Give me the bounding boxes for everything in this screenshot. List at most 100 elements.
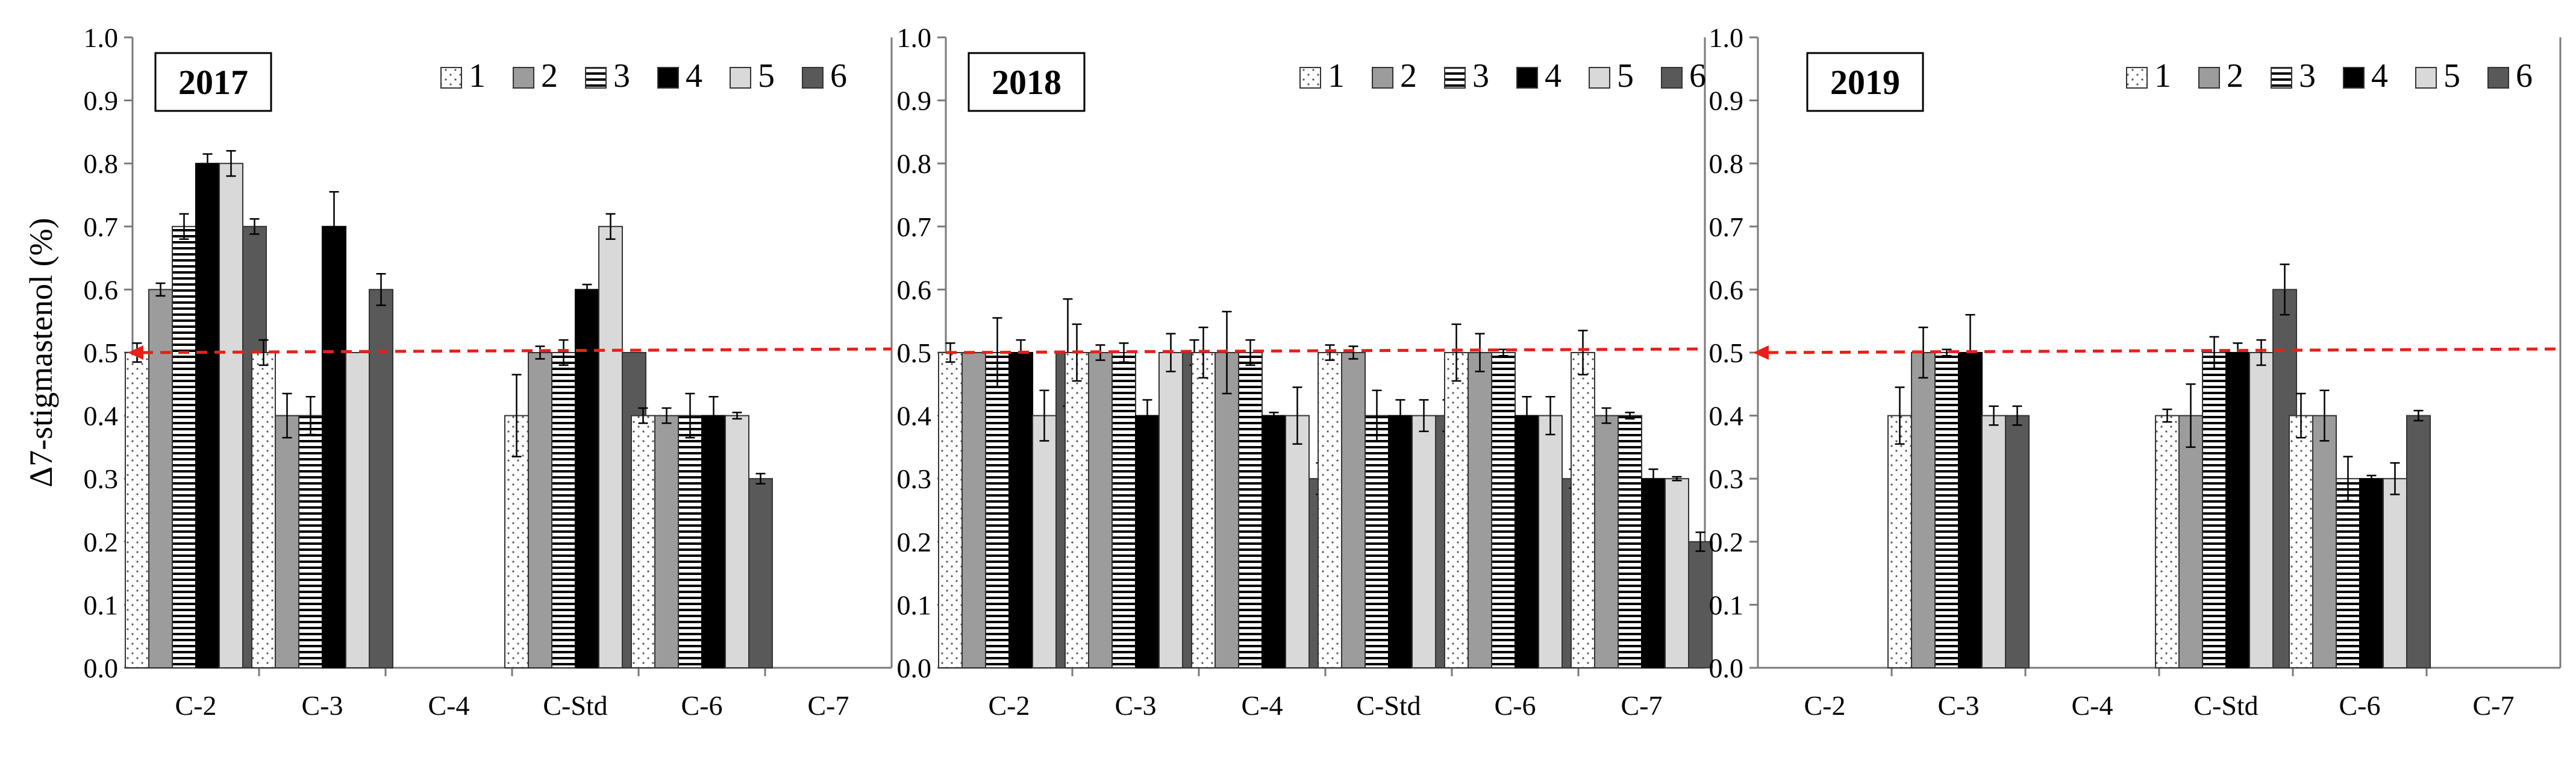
bar-2018-C-3-s1 [1064, 352, 1089, 668]
x-tick-label: C-6 [681, 690, 723, 721]
error-bar-2019-C-Std-s1 [2162, 408, 2172, 423]
error-bar-2018-C-4-s4 [1269, 412, 1279, 420]
bar-2017-C-Std-s5 [598, 225, 623, 668]
legend-label-1: 1 [469, 57, 486, 95]
bar-2019-C-3-s3 [1934, 352, 1959, 668]
y-tick-label: 0.6 [1709, 274, 1744, 305]
bar-2017-C-3-s5 [345, 352, 370, 668]
x-tick-label: C-Std [543, 690, 607, 721]
error-bar-2017-C-Std-s4 [582, 283, 592, 296]
x-tick-label: C-7 [2473, 690, 2515, 721]
error-bar-2017-C-6-s2 [661, 407, 672, 424]
bar-2017-C-6-s6 [748, 478, 773, 668]
bar-2017-C-3-s6 [369, 289, 393, 668]
legend-swatch-1 [440, 67, 462, 89]
error-bar-2017-C-3-s1 [258, 339, 269, 366]
legend-label-2: 2 [1400, 57, 1417, 95]
error-bar-2019-C-Std-s6 [2280, 263, 2290, 316]
reference-arrowhead [1753, 345, 1769, 360]
y-tick-label: 0.1 [1709, 589, 1744, 620]
x-tick-label: C-2 [989, 690, 1030, 721]
y-axis-title: Δ7-stigmastenol (%) [23, 218, 59, 487]
legend-swatch-4 [1516, 67, 1538, 89]
y-tick-label: 1.0 [84, 22, 119, 53]
legend-swatch-6 [802, 67, 824, 89]
bar-2019-C-6-s1 [2289, 415, 2313, 668]
error-bar-2018-C-Std-s4 [1395, 399, 1405, 432]
bar-2018-C-6-s1 [1444, 352, 1469, 668]
bar-2019-C-Std-s1 [2155, 415, 2180, 668]
bar-2019-C-Std-s5 [2249, 352, 2274, 668]
error-bar-2019-C-Std-s5 [2256, 339, 2266, 366]
legend-swatch-6 [1661, 67, 1683, 89]
error-bar-2018-C-7-s2 [1601, 407, 1612, 424]
year-label-box [154, 52, 272, 112]
x-tick-label: C-7 [808, 690, 849, 721]
error-bar-2018-C-6-s4 [1522, 395, 1532, 436]
bar-2019-C-6-s3 [2336, 478, 2360, 668]
y-tick-label: 0.6 [84, 274, 119, 305]
x-tick-label: C-6 [2339, 690, 2381, 721]
bar-2018-C-7-s2 [1594, 415, 1619, 668]
legend-label-4: 4 [686, 57, 702, 95]
error-bar-2019-C-6-s4 [2366, 474, 2377, 483]
error-bar-2018-C-Std-s5 [1419, 399, 1429, 432]
legend-swatch-3 [585, 67, 607, 89]
bar-2018-C-7-s5 [1665, 478, 1689, 668]
y-tick-label: 0.8 [897, 148, 932, 179]
legend: 1 2 3 4 5 6 [440, 57, 847, 95]
bar-2017-C-2-s5 [219, 163, 243, 668]
chart-panel-2018: 0.0 0.1 0.2 0.3 0.4 0.5 0.6 0.7 0.8 0.9 1.0 C-2 C-3 C… [897, 22, 1713, 721]
error-bar-2019-C-Std-s2 [2186, 383, 2196, 448]
error-bar-2018-C-7-s3 [1625, 412, 1635, 420]
error-bar-2018-C-4-s3 [1245, 339, 1255, 366]
error-bar-2017-C-6-s6 [755, 473, 766, 485]
error-bar-2019-C-3-s2 [1918, 326, 1928, 379]
y-tick-label: 1.0 [897, 22, 932, 53]
x-tick-label: C-Std [1356, 690, 1421, 721]
error-bar-2018-C-7-s1 [1578, 330, 1588, 375]
error-bar-2019-C-6-s1 [2296, 392, 2306, 439]
legend-swatch-2 [513, 67, 534, 89]
x-tick-label: C-2 [1804, 690, 1846, 721]
x-tick-label: C-4 [428, 690, 470, 721]
bar-2017-C-3-s1 [251, 352, 276, 668]
legend-swatch-2 [1372, 67, 1393, 89]
legend-label-5: 5 [1617, 57, 1634, 95]
legend: 1 2 3 4 5 6 [2126, 57, 2533, 95]
x-tick-label: C-6 [1495, 690, 1536, 721]
bar-2017-C-2-s2 [148, 289, 173, 668]
year-label: 2019 [1830, 63, 1900, 102]
error-bar-2017-C-3-s2 [282, 392, 292, 439]
bar-2017-C-6-s5 [725, 415, 749, 668]
error-bar-2019-C-3-s6 [2012, 405, 2022, 426]
y-tick-label: 0.0 [1709, 653, 1744, 683]
bar-2018-C-2-s1 [938, 352, 963, 668]
bar-2019-C-3-s2 [1911, 352, 1936, 668]
error-bar-2017-C-3-s3 [305, 395, 316, 436]
legend-label-5: 5 [758, 57, 775, 95]
legend-label-5: 5 [2443, 57, 2460, 95]
bar-2018-C-Std-s5 [1411, 415, 1436, 668]
y-tick-label: 0.4 [1709, 401, 1744, 432]
y-tick-label: 0.7 [897, 212, 932, 242]
y-tick-label: 0.7 [84, 212, 119, 242]
y-tick-label: 0.2 [84, 527, 119, 558]
x-tick-label: C-4 [1242, 690, 1283, 721]
legend-swatch-4 [2343, 67, 2365, 89]
legend-label-3: 3 [1472, 57, 1489, 95]
error-bar-2017-C-Std-s3 [558, 339, 569, 366]
error-bar-2018-C-4-s5 [1292, 386, 1302, 445]
bar-2018-C-3-s5 [1158, 352, 1183, 668]
error-bar-2017-C-Std-s5 [605, 213, 616, 240]
bar-2017-C-6-s4 [701, 415, 726, 668]
y-tick-label: 0.9 [897, 86, 932, 116]
legend-label-4: 4 [2371, 57, 2388, 95]
error-bar-2018-C-6-s1 [1451, 323, 1462, 382]
bar-2018-C-Std-s4 [1388, 415, 1413, 668]
bar-2019-C-6-s5 [2383, 478, 2407, 668]
error-bar-2019-C-Std-s3 [2209, 336, 2219, 369]
error-bar-2019-C-6-s2 [2319, 389, 2330, 442]
legend-swatch-6 [2487, 67, 2509, 89]
